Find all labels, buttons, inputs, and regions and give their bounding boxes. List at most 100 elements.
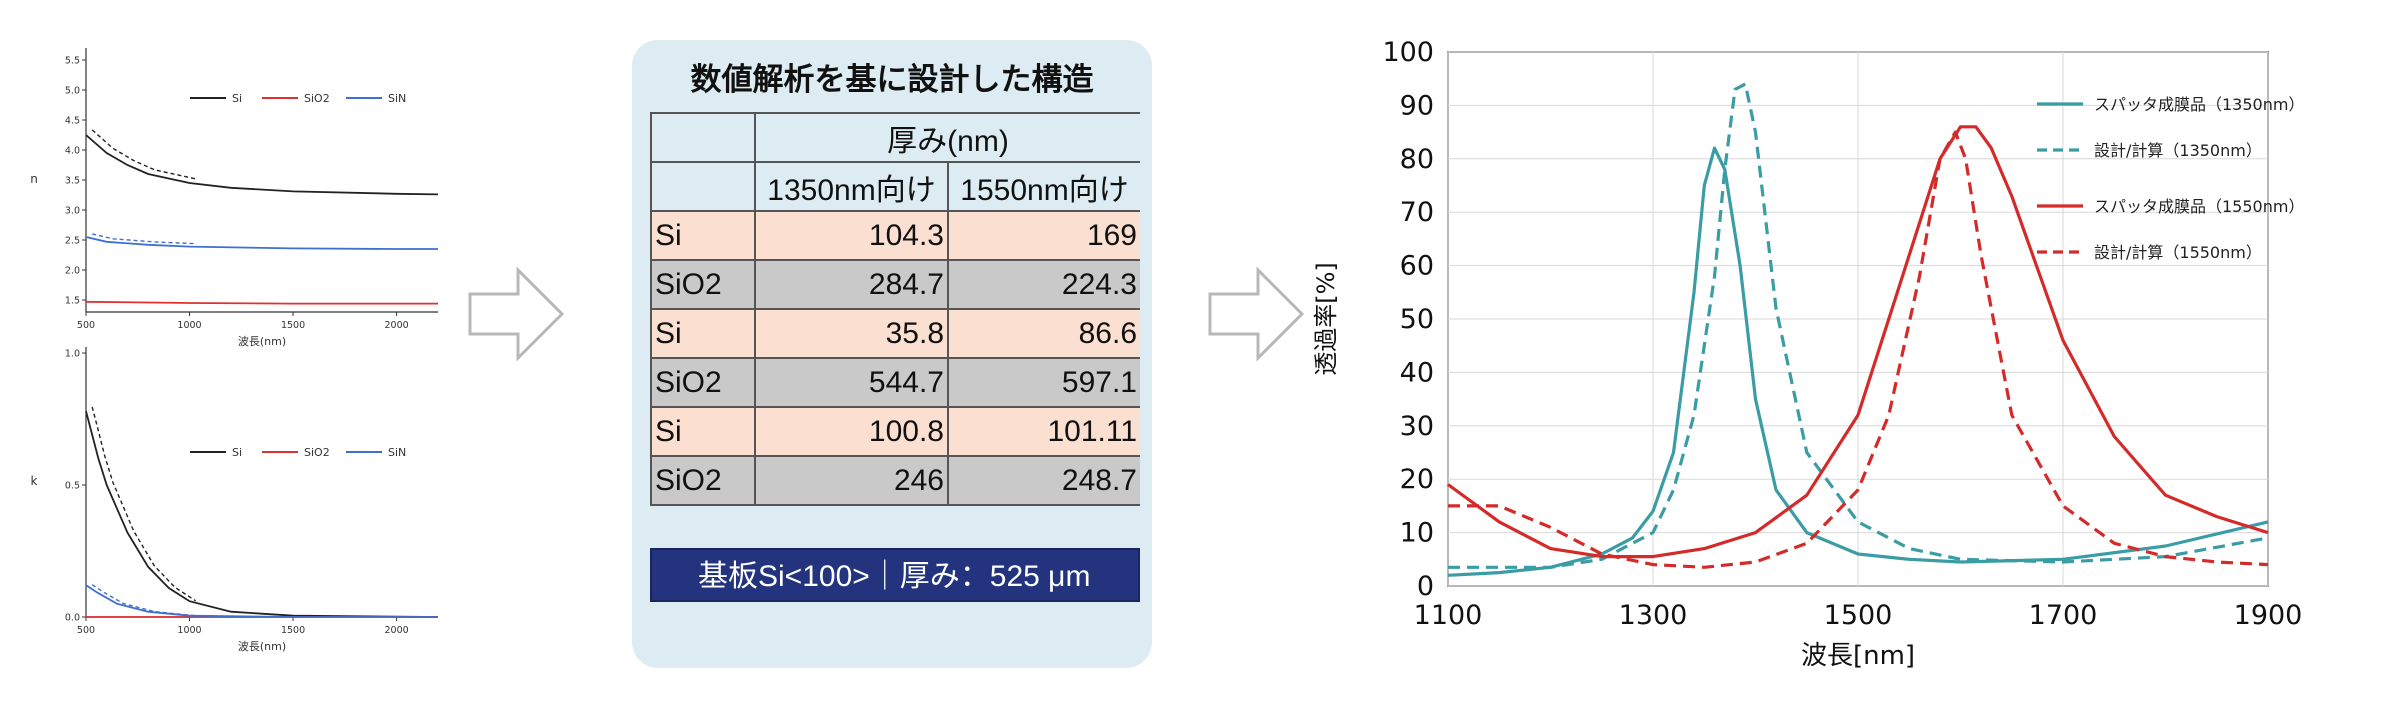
thickness-1550: 597.1	[947, 357, 1140, 408]
thickness-1550: 86.6	[947, 308, 1140, 359]
x-axis-label: 波長(nm)	[238, 335, 286, 348]
x-tick-label: 1500	[1824, 600, 1893, 631]
x-tick-label: 500	[77, 320, 95, 331]
arrow-right-icon	[468, 266, 565, 362]
legend-label-sin: SiN	[388, 446, 406, 459]
n-series-sin-ref-line	[92, 233, 196, 245]
k-series-si-line	[85, 410, 439, 618]
y-tick-label: 3.5	[65, 176, 80, 187]
thickness-1350: 544.7	[754, 357, 949, 408]
thickness-1350: 104.3	[754, 210, 949, 261]
y-axis-label: 透過率[%]	[1312, 262, 1340, 376]
transmittance-chart: 1100 1300 1500 1700 1900 0 10 20 30 40 50 60 70 80 90 1…	[1312, 37, 2304, 671]
table-row: Si 100.8 101.11	[650, 406, 1140, 457]
y-tick-label: 20	[1400, 464, 1434, 495]
arrow-right-icon	[1208, 266, 1305, 362]
header-thickness: 厚み(nm)	[754, 112, 1140, 163]
y-tick-label: 5.5	[65, 56, 80, 67]
layer-material: SiO2	[650, 259, 756, 310]
k-series-si-ref-line	[91, 406, 197, 602]
legend-label-sin: SiN	[388, 92, 406, 105]
y-axis-label: k	[31, 474, 38, 488]
table-row: SiO2 246 248.7	[650, 455, 1140, 506]
thickness-1350: 35.8	[754, 308, 949, 359]
legend-label-sio2: SiO2	[304, 92, 330, 105]
table-row: Si 104.3 169	[650, 210, 1140, 261]
thickness-1550: 169	[947, 210, 1140, 261]
x-tick-label: 1000	[177, 625, 201, 636]
legend-label-calc-1550: 設計/計算（1550nm）	[2094, 243, 2262, 262]
y-tick-label: 3.0	[65, 206, 80, 217]
layer-material: Si	[650, 406, 756, 457]
k-series-sin-line	[85, 584, 438, 618]
table-row: SiO2 544.7 597.1	[650, 357, 1140, 408]
legend-label-sputter-1350: スパッタ成膜品（1350nm）	[2094, 95, 2304, 114]
y-tick-label: 10	[1400, 518, 1434, 549]
layer-table: 厚み(nm) 1350nm向け 1550nm向け Si 104.3 169 Si…	[650, 112, 1140, 554]
y-tick-label: 70	[1400, 197, 1434, 228]
x-tick-label: 1100	[1414, 600, 1483, 631]
n-series-sio2-line	[85, 300, 438, 305]
y-tick-label: 60	[1400, 251, 1434, 282]
y-tick-label: 1.5	[65, 296, 80, 307]
legend-label-si: Si	[232, 92, 242, 105]
x-tick-label: 1500	[281, 625, 305, 636]
series-calc-1350-line	[1448, 82, 2269, 569]
y-tick-label: 80	[1400, 144, 1434, 175]
x-tick-label: 500	[77, 625, 95, 636]
table-row: SiO2 284.7 224.3	[650, 259, 1140, 310]
thickness-1550: 224.3	[947, 259, 1140, 310]
table-row: Si 35.8 86.6	[650, 308, 1140, 359]
structure-title: 数値解析を基に設計した構造	[690, 62, 1094, 98]
y-tick-label: 4.5	[65, 116, 80, 127]
n-chart: 500 1000 1500 2000 1.5 2.0 2.5 3.0 3.5 4.0 4.5 5.0 5…	[30, 48, 439, 348]
y-tick-label: 0	[1417, 571, 1434, 602]
x-tick-label: 1300	[1619, 600, 1688, 631]
k-series-sin-ref-line	[91, 584, 196, 617]
header-col-1350: 1350nm向け	[754, 161, 949, 212]
y-tick-label: 100	[1382, 37, 1434, 68]
x-tick-label: 1700	[2029, 600, 2098, 631]
y-tick-label: 4.0	[65, 146, 80, 157]
x-axis-label: 波長[nm]	[1801, 641, 1915, 671]
y-axis-label: n	[30, 172, 38, 186]
legend-label-calc-1350: 設計/計算（1350nm）	[2094, 141, 2262, 160]
layer-material: SiO2	[650, 455, 756, 506]
substrate-bar: 基板Si<100>｜厚み：525 μm	[650, 548, 1140, 602]
legend-label-si: Si	[232, 446, 242, 459]
y-tick-label: 90	[1400, 90, 1434, 121]
thickness-1350: 100.8	[754, 406, 949, 457]
y-tick-label: 2.5	[65, 236, 80, 247]
legend-label-sio2: SiO2	[304, 446, 330, 459]
n-series-sin-line	[85, 236, 438, 250]
thickness-1350: 246	[754, 455, 949, 506]
k-chart: 500 1000 1500 2000 0.0 0.5 1.0 波長(nm) k Si SiO2 SiN	[31, 347, 439, 653]
x-tick-label: 1900	[2234, 600, 2303, 631]
x-axis-label: 波長(nm)	[238, 640, 286, 653]
n-series-si-line	[85, 134, 439, 196]
layer-material: SiO2	[650, 357, 756, 408]
x-tick-label: 2000	[384, 625, 408, 636]
header-empty	[650, 161, 756, 212]
x-tick-label: 2000	[384, 320, 408, 331]
y-tick-label: 0.0	[65, 613, 80, 624]
layer-material: Si	[650, 210, 756, 261]
thickness-1350: 284.7	[754, 259, 949, 310]
header-col-1550: 1550nm向け	[947, 161, 1140, 212]
x-tick-label: 1000	[177, 320, 201, 331]
y-tick-label: 30	[1400, 411, 1434, 442]
y-tick-label: 40	[1400, 357, 1434, 388]
header-empty	[650, 112, 756, 163]
n-series-si-ref-line	[91, 129, 196, 180]
y-tick-label: 50	[1400, 304, 1434, 335]
series-calc-1550-line	[1448, 130, 2269, 569]
y-tick-label: 0.5	[65, 481, 80, 492]
x-tick-label: 1500	[281, 320, 305, 331]
layer-material: Si	[650, 308, 756, 359]
y-tick-label: 1.0	[65, 349, 80, 360]
thickness-1550: 248.7	[947, 455, 1140, 506]
thickness-1550: 101.11	[947, 406, 1140, 457]
y-tick-label: 5.0	[65, 86, 80, 97]
legend-label-sputter-1550: スパッタ成膜品（1550nm）	[2094, 197, 2304, 216]
series-sputter-1350-line	[1447, 146, 2269, 577]
